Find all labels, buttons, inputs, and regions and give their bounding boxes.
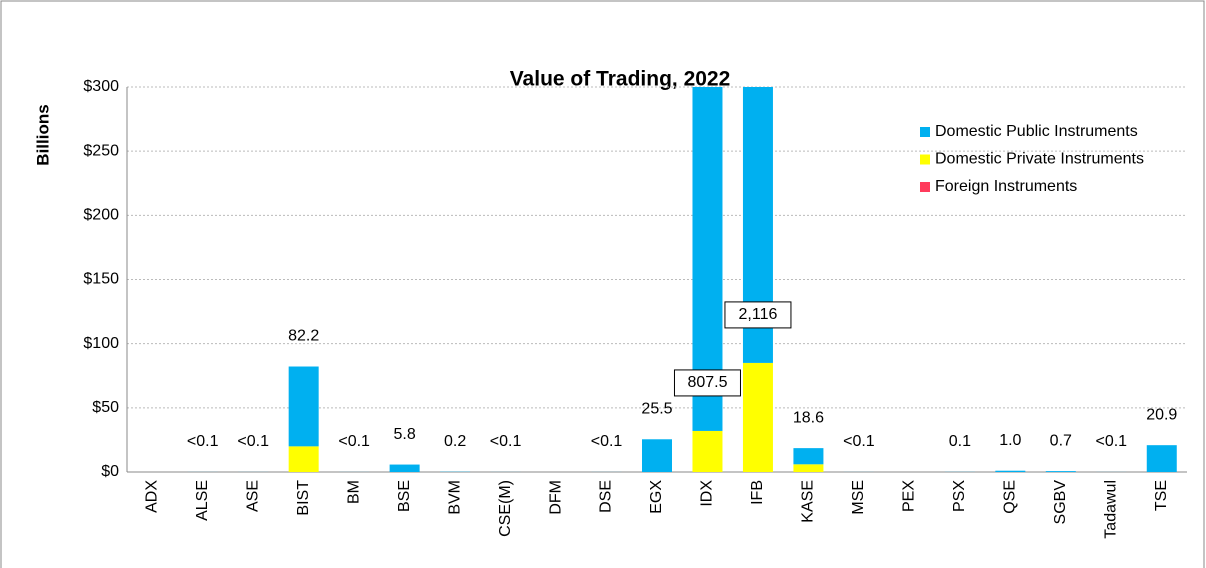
bar-segment [995,470,1026,472]
x-tick-label: BVM [446,480,463,515]
total-label: 807.5 [687,374,727,391]
total-label: 82.2 [288,328,319,345]
bar-segment [1146,445,1177,472]
y-axis-label: Billions [33,104,52,165]
x-tick-label: ASE [244,480,261,512]
x-tick-label: KASE [800,480,817,523]
y-tick-label: $100 [83,335,119,352]
x-tick-label: MSE [850,480,867,515]
total-label: 18.6 [793,409,824,426]
legend-label: Foreign Instruments [935,178,1077,195]
bar-segment [642,439,672,472]
y-tick-label: $150 [83,271,119,288]
x-tick-label: ALSE [194,480,211,521]
total-label: <0.1 [591,433,623,450]
legend-label: Domestic Public Instruments [935,123,1138,140]
total-label: 25.5 [641,400,672,417]
x-tick-label: QSE [1002,480,1019,514]
bar-segment [288,366,319,447]
total-label: 0.1 [949,433,971,450]
x-tick-label: CSE(M) [497,480,514,537]
x-tick-label: IFB [749,480,766,505]
total-label: <0.1 [187,433,219,450]
total-label: 0.2 [444,433,466,450]
legend-swatch [920,127,930,137]
x-tick-label: DFM [547,480,564,515]
total-label: <0.1 [490,433,522,450]
total-label: 1.0 [999,432,1021,449]
total-label: <0.1 [237,433,269,450]
x-tick-label: EGX [648,480,665,514]
x-tick-label: ADX [143,480,160,513]
label-box [673,369,741,397]
x-tick-label: BIST [295,480,312,516]
bar-segment [742,362,773,472]
bar-segment [389,464,420,472]
chart-title: Value of Trading, 2022 [510,68,731,91]
x-tick-label: SGBV [1052,480,1069,525]
bar-segment [288,446,319,472]
legend-label: Domestic Private Instruments [935,151,1144,168]
y-tick-label: $250 [83,142,119,159]
total-label: <0.1 [1095,433,1127,450]
x-tick-label: PEX [901,480,918,512]
x-tick-label: IDX [699,480,716,507]
total-label: 0.7 [1050,432,1072,449]
total-label: 2,116 [739,306,778,323]
y-tick-label: $50 [92,399,119,416]
x-tick-label: PSX [951,480,968,512]
bar-segment [692,430,723,472]
legend-swatch [920,182,930,192]
bar-segment [793,448,824,465]
x-tick-label: BM [345,480,362,504]
x-tick-label: DSE [598,480,615,513]
y-tick-label: $0 [101,463,119,480]
x-tick-label: BSE [396,480,413,512]
total-label: <0.1 [338,433,370,450]
total-label: 20.9 [1146,406,1177,423]
y-tick-label: $200 [83,207,119,224]
y-tick-label: $300 [83,78,119,95]
x-tick-label: TSE [1153,480,1170,511]
total-label: <0.1 [843,433,875,450]
bar-segment [793,464,824,472]
label-box [724,301,792,329]
legend-swatch [920,154,930,165]
x-tick-label: Tadawul [1103,480,1120,539]
bar-segment [1045,471,1076,472]
total-label: 5.8 [393,426,415,443]
